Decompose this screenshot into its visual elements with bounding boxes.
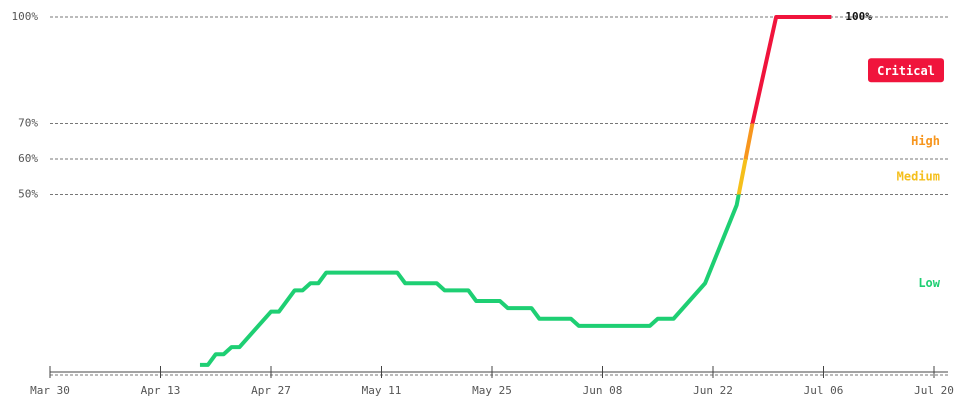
x-tick-label: May 25 [472,384,512,397]
x-tick-label: Jul 20 [914,384,954,397]
zone-label: Critical [877,64,935,78]
y-tick-label: 70% [18,117,38,130]
x-tick-label: Mar 30 [30,384,70,397]
zone-label: Medium [897,169,940,183]
x-tick-label: Apr 13 [141,384,181,397]
x-tick-label: Jun 08 [583,384,623,397]
y-tick-label: 50% [18,188,38,201]
zone-label: Low [918,276,940,290]
zone-badge [868,58,944,83]
y-tick-label: 60% [18,152,38,165]
line [199,15,832,367]
y-tick-label: 100% [12,10,39,23]
x-tick-label: Jun 22 [693,384,733,397]
value-label: 100% [845,10,872,23]
zone-label: High [911,134,940,148]
x-tick-label: Apr 27 [251,384,291,397]
x-tick-label: May 11 [362,384,402,397]
x-tick-label: Jul 06 [804,384,844,397]
